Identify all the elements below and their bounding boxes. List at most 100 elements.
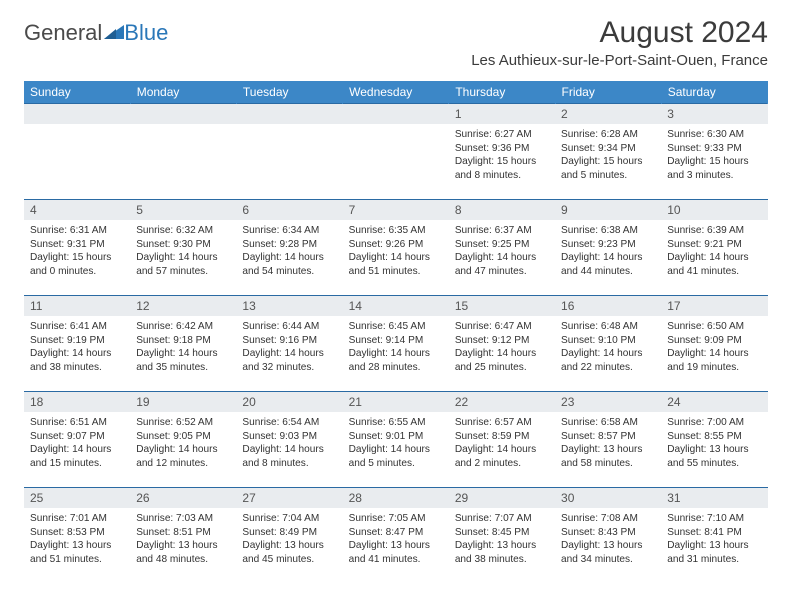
sunrise-text: Sunrise: 7:03 AM [136, 512, 230, 526]
day-number: 6 [236, 200, 342, 220]
logo-text-general: General [24, 20, 102, 46]
day-number: 22 [449, 392, 555, 412]
day-content: Sunrise: 6:55 AMSunset: 9:01 PMDaylight:… [343, 412, 449, 475]
day-cell: 2Sunrise: 6:28 AMSunset: 9:34 PMDaylight… [555, 104, 661, 200]
weekday-header: Monday [130, 81, 236, 104]
day-cell: 25Sunrise: 7:01 AMSunset: 8:53 PMDayligh… [24, 488, 130, 584]
day-content: Sunrise: 7:08 AMSunset: 8:43 PMDaylight:… [555, 508, 661, 571]
sunrise-text: Sunrise: 6:30 AM [667, 128, 761, 142]
sunrise-text: Sunrise: 6:31 AM [30, 224, 124, 238]
day-cell: 26Sunrise: 7:03 AMSunset: 8:51 PMDayligh… [130, 488, 236, 584]
day-number: 28 [343, 488, 449, 508]
day-cell: 5Sunrise: 6:32 AMSunset: 9:30 PMDaylight… [130, 200, 236, 296]
day-cell: 10Sunrise: 6:39 AMSunset: 9:21 PMDayligh… [661, 200, 767, 296]
day-content: Sunrise: 6:37 AMSunset: 9:25 PMDaylight:… [449, 220, 555, 283]
day-content: Sunrise: 6:48 AMSunset: 9:10 PMDaylight:… [555, 316, 661, 379]
day-number: 24 [661, 392, 767, 412]
day-number: 12 [130, 296, 236, 316]
daylight-text: Daylight: 15 hours and 3 minutes. [667, 155, 761, 182]
day-cell: 3Sunrise: 6:30 AMSunset: 9:33 PMDaylight… [661, 104, 767, 200]
daylight-text: Daylight: 14 hours and 35 minutes. [136, 347, 230, 374]
daylight-text: Daylight: 13 hours and 48 minutes. [136, 539, 230, 566]
day-content: Sunrise: 6:58 AMSunset: 8:57 PMDaylight:… [555, 412, 661, 475]
day-cell: 18Sunrise: 6:51 AMSunset: 9:07 PMDayligh… [24, 392, 130, 488]
day-cell: 15Sunrise: 6:47 AMSunset: 9:12 PMDayligh… [449, 296, 555, 392]
sunset-text: Sunset: 9:01 PM [349, 430, 443, 444]
sunrise-text: Sunrise: 6:50 AM [667, 320, 761, 334]
day-cell: 22Sunrise: 6:57 AMSunset: 8:59 PMDayligh… [449, 392, 555, 488]
sunrise-text: Sunrise: 6:39 AM [667, 224, 761, 238]
weekday-header: Sunday [24, 81, 130, 104]
calendar-row: 1Sunrise: 6:27 AMSunset: 9:36 PMDaylight… [24, 104, 768, 200]
day-number [130, 104, 236, 124]
daylight-text: Daylight: 13 hours and 45 minutes. [242, 539, 336, 566]
day-number: 5 [130, 200, 236, 220]
sunrise-text: Sunrise: 6:28 AM [561, 128, 655, 142]
empty-day-cell [236, 104, 342, 200]
day-content: Sunrise: 6:34 AMSunset: 9:28 PMDaylight:… [236, 220, 342, 283]
daylight-text: Daylight: 14 hours and 28 minutes. [349, 347, 443, 374]
day-content: Sunrise: 6:45 AMSunset: 9:14 PMDaylight:… [343, 316, 449, 379]
day-content: Sunrise: 6:27 AMSunset: 9:36 PMDaylight:… [449, 124, 555, 187]
sunset-text: Sunset: 9:14 PM [349, 334, 443, 348]
daylight-text: Daylight: 14 hours and 38 minutes. [30, 347, 124, 374]
sunrise-text: Sunrise: 6:34 AM [242, 224, 336, 238]
daylight-text: Daylight: 14 hours and 22 minutes. [561, 347, 655, 374]
sunrise-text: Sunrise: 6:38 AM [561, 224, 655, 238]
daylight-text: Daylight: 13 hours and 38 minutes. [455, 539, 549, 566]
day-content: Sunrise: 6:51 AMSunset: 9:07 PMDaylight:… [24, 412, 130, 475]
day-content: Sunrise: 6:52 AMSunset: 9:05 PMDaylight:… [130, 412, 236, 475]
sunset-text: Sunset: 9:12 PM [455, 334, 549, 348]
sunset-text: Sunset: 8:49 PM [242, 526, 336, 540]
sunrise-text: Sunrise: 6:51 AM [30, 416, 124, 430]
day-cell: 28Sunrise: 7:05 AMSunset: 8:47 PMDayligh… [343, 488, 449, 584]
daylight-text: Daylight: 14 hours and 51 minutes. [349, 251, 443, 278]
daylight-text: Daylight: 13 hours and 34 minutes. [561, 539, 655, 566]
sunrise-text: Sunrise: 6:37 AM [455, 224, 549, 238]
day-number: 27 [236, 488, 342, 508]
day-content: Sunrise: 7:04 AMSunset: 8:49 PMDaylight:… [236, 508, 342, 571]
day-cell: 17Sunrise: 6:50 AMSunset: 9:09 PMDayligh… [661, 296, 767, 392]
day-cell: 14Sunrise: 6:45 AMSunset: 9:14 PMDayligh… [343, 296, 449, 392]
daylight-text: Daylight: 13 hours and 51 minutes. [30, 539, 124, 566]
day-content: Sunrise: 6:44 AMSunset: 9:16 PMDaylight:… [236, 316, 342, 379]
sunset-text: Sunset: 9:03 PM [242, 430, 336, 444]
day-content: Sunrise: 6:41 AMSunset: 9:19 PMDaylight:… [24, 316, 130, 379]
day-cell: 13Sunrise: 6:44 AMSunset: 9:16 PMDayligh… [236, 296, 342, 392]
daylight-text: Daylight: 14 hours and 15 minutes. [30, 443, 124, 470]
sunrise-text: Sunrise: 7:08 AM [561, 512, 655, 526]
day-content: Sunrise: 6:47 AMSunset: 9:12 PMDaylight:… [449, 316, 555, 379]
sunrise-text: Sunrise: 6:35 AM [349, 224, 443, 238]
daylight-text: Daylight: 13 hours and 31 minutes. [667, 539, 761, 566]
day-number: 19 [130, 392, 236, 412]
sunset-text: Sunset: 8:53 PM [30, 526, 124, 540]
sunrise-text: Sunrise: 6:44 AM [242, 320, 336, 334]
title-block: August 2024 Les Authieux-sur-le-Port-Sai… [471, 16, 768, 77]
day-number: 29 [449, 488, 555, 508]
day-number: 31 [661, 488, 767, 508]
day-cell: 23Sunrise: 6:58 AMSunset: 8:57 PMDayligh… [555, 392, 661, 488]
daylight-text: Daylight: 13 hours and 58 minutes. [561, 443, 655, 470]
day-number [343, 104, 449, 124]
location-text: Les Authieux-sur-le-Port-Saint-Ouen, Fra… [471, 52, 768, 69]
day-content: Sunrise: 7:00 AMSunset: 8:55 PMDaylight:… [661, 412, 767, 475]
day-number: 17 [661, 296, 767, 316]
day-cell: 4Sunrise: 6:31 AMSunset: 9:31 PMDaylight… [24, 200, 130, 296]
day-content: Sunrise: 6:57 AMSunset: 8:59 PMDaylight:… [449, 412, 555, 475]
sunrise-text: Sunrise: 6:41 AM [30, 320, 124, 334]
day-cell: 12Sunrise: 6:42 AMSunset: 9:18 PMDayligh… [130, 296, 236, 392]
day-number: 18 [24, 392, 130, 412]
day-content: Sunrise: 7:05 AMSunset: 8:47 PMDaylight:… [343, 508, 449, 571]
day-number: 20 [236, 392, 342, 412]
daylight-text: Daylight: 13 hours and 55 minutes. [667, 443, 761, 470]
day-number: 4 [24, 200, 130, 220]
sunset-text: Sunset: 8:43 PM [561, 526, 655, 540]
daylight-text: Daylight: 14 hours and 57 minutes. [136, 251, 230, 278]
sunset-text: Sunset: 9:26 PM [349, 238, 443, 252]
sunrise-text: Sunrise: 6:45 AM [349, 320, 443, 334]
sunrise-text: Sunrise: 6:52 AM [136, 416, 230, 430]
day-number: 23 [555, 392, 661, 412]
daylight-text: Daylight: 13 hours and 41 minutes. [349, 539, 443, 566]
day-number: 7 [343, 200, 449, 220]
day-cell: 19Sunrise: 6:52 AMSunset: 9:05 PMDayligh… [130, 392, 236, 488]
